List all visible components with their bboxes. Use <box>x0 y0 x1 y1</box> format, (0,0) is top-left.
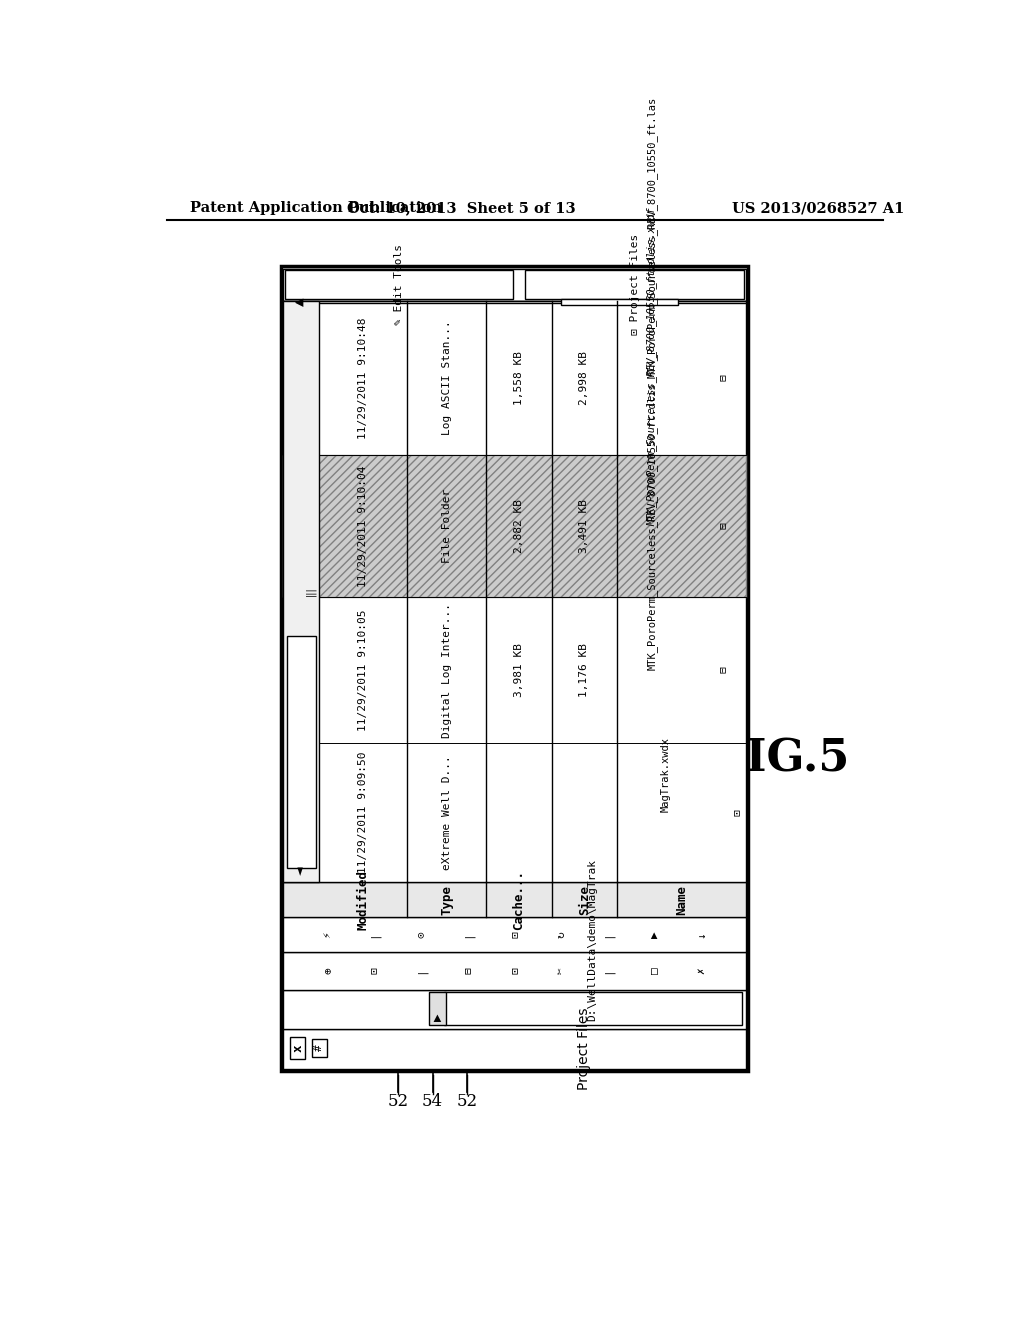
Text: ✂: ✂ <box>556 968 566 974</box>
Text: 2,998 KB: 2,998 KB <box>580 351 590 405</box>
Text: Log ASCII Stan...: Log ASCII Stan... <box>441 321 452 436</box>
Text: ⊟: ⊟ <box>718 667 727 673</box>
Text: D:\WellData\demo\MagTrak: D:\WellData\demo\MagTrak <box>587 859 597 1020</box>
Bar <box>283 455 745 598</box>
Text: ⊟: ⊟ <box>463 968 473 974</box>
Text: □: □ <box>649 968 659 974</box>
Text: #: # <box>314 1044 325 1051</box>
Bar <box>444 993 741 1024</box>
Text: ✎ Edit Tools: ✎ Edit Tools <box>393 244 403 325</box>
Text: File Folder: File Folder <box>441 488 452 564</box>
Text: FIG.5: FIG.5 <box>715 738 851 780</box>
Text: 11/29/2011 9:10:04: 11/29/2011 9:10:04 <box>358 466 369 587</box>
Bar <box>285 271 513 300</box>
Bar <box>561 300 678 305</box>
Text: 52: 52 <box>387 1093 409 1110</box>
Bar <box>283 917 745 952</box>
Text: |||: ||| <box>305 586 315 597</box>
Text: 3,491 KB: 3,491 KB <box>580 499 590 553</box>
Text: 1,558 KB: 1,558 KB <box>514 351 524 405</box>
Text: 11/29/2011 9:09:50: 11/29/2011 9:09:50 <box>358 751 369 874</box>
Bar <box>283 952 745 990</box>
Text: |: | <box>369 931 379 937</box>
Bar <box>283 268 745 1069</box>
Bar <box>283 301 745 882</box>
Text: Oct. 10, 2013  Sheet 5 of 13: Oct. 10, 2013 Sheet 5 of 13 <box>347 202 575 215</box>
Text: ✗: ✗ <box>696 968 707 974</box>
Text: MagTrak.xwdx: MagTrak.xwdx <box>660 738 671 812</box>
Text: |: | <box>602 968 613 974</box>
Text: ⊟: ⊟ <box>718 523 727 529</box>
Text: MTK_PoroPerm_Sourceless_REV_8700_10550_ft.dlis.xwdf: MTK_PoroPerm_Sourceless_REV_8700_10550_f… <box>646 207 657 527</box>
Bar <box>283 1028 745 1069</box>
Text: ⊡: ⊡ <box>731 809 741 816</box>
Text: ⊙: ⊙ <box>416 931 426 937</box>
Text: ⊕: ⊕ <box>323 968 333 974</box>
Text: ⊡: ⊡ <box>509 968 519 974</box>
Text: MTK_PoroPerm_Sourceless_REV_8700_10550_ft.dlis: MTK_PoroPerm_Sourceless_REV_8700_10550_f… <box>646 383 657 671</box>
Text: 2,882 KB: 2,882 KB <box>514 499 524 553</box>
Text: 11/29/2011 9:10:05: 11/29/2011 9:10:05 <box>358 610 369 731</box>
Text: ▲: ▲ <box>295 298 305 306</box>
Text: Type: Type <box>440 884 453 915</box>
Text: eXtreme Well D...: eXtreme Well D... <box>441 755 452 870</box>
Text: Size: Size <box>578 884 591 915</box>
Text: Digital Log Inter...: Digital Log Inter... <box>441 602 452 738</box>
Bar <box>287 636 315 869</box>
Text: 1,176 KB: 1,176 KB <box>580 643 590 697</box>
Text: |: | <box>463 931 473 937</box>
Text: ⊟: ⊟ <box>718 375 727 381</box>
Text: 11/29/2011 9:10:48: 11/29/2011 9:10:48 <box>358 317 369 438</box>
Bar <box>283 301 745 304</box>
Text: ▶: ▶ <box>649 931 659 937</box>
Text: x: x <box>291 1044 304 1052</box>
Text: ▶: ▶ <box>432 1014 442 1020</box>
Bar <box>281 267 748 1071</box>
Bar <box>290 1038 305 1059</box>
Text: ↓: ↓ <box>696 931 707 937</box>
Bar <box>283 990 745 1028</box>
Text: ⚡: ⚡ <box>323 931 333 937</box>
Bar <box>525 271 744 300</box>
Text: ⊡ Project Files: ⊡ Project Files <box>630 234 640 335</box>
Bar <box>283 301 319 882</box>
Text: |: | <box>416 968 426 974</box>
Text: US 2013/0268527 A1: US 2013/0268527 A1 <box>732 202 905 215</box>
Text: Cache...: Cache... <box>512 870 525 929</box>
Text: 54: 54 <box>422 1093 443 1110</box>
Text: Name: Name <box>675 884 688 915</box>
Text: ◄: ◄ <box>296 866 306 875</box>
Text: ↻: ↻ <box>556 931 566 937</box>
Text: 3,981 KB: 3,981 KB <box>514 643 524 697</box>
Text: 52: 52 <box>457 1093 478 1110</box>
Bar <box>283 882 745 917</box>
Text: ⊡: ⊡ <box>509 931 519 937</box>
Text: MTK_PoroPerm_Sourceless_REV_8700_10550_ft.las: MTK_PoroPerm_Sourceless_REV_8700_10550_f… <box>646 96 657 378</box>
Bar <box>311 1039 328 1057</box>
Bar <box>283 268 745 301</box>
Bar <box>429 993 445 1024</box>
Text: Project Files: Project Files <box>578 1007 592 1090</box>
Text: Patent Application Publication: Patent Application Publication <box>190 202 442 215</box>
Text: ⊡: ⊡ <box>369 968 379 974</box>
Text: |: | <box>602 931 613 937</box>
Text: Modified: Modified <box>356 870 370 929</box>
